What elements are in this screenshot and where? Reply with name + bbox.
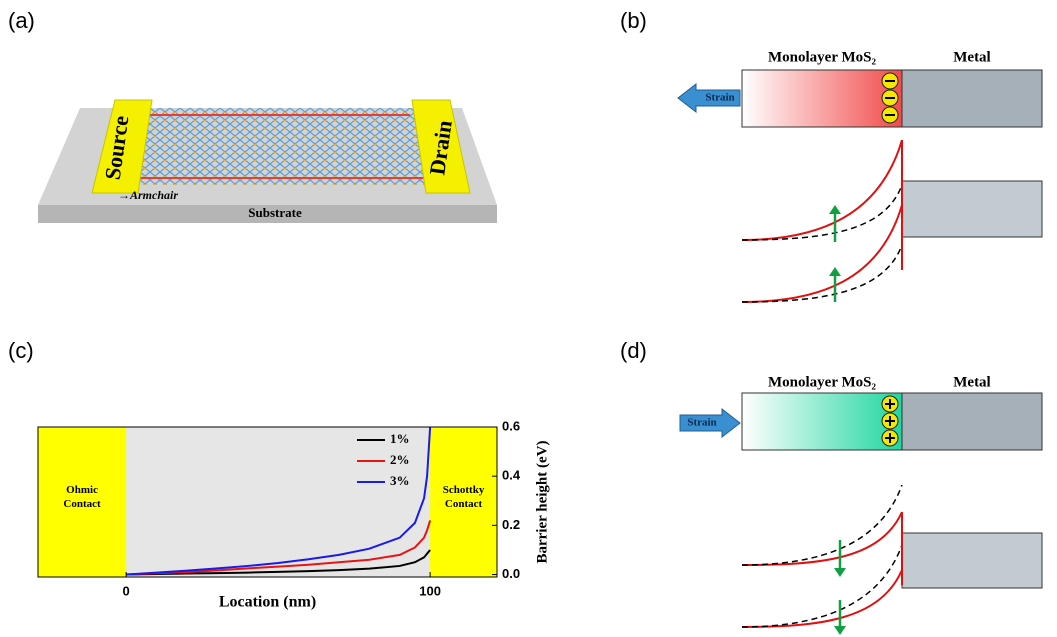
direction-text: Armchair [129,188,178,202]
panel-label: (c) [8,338,34,363]
semiconductor-label: Monolayer MoS₂ [768,49,876,65]
panel-label: (d) [620,338,647,363]
band-diagram: Monolayer MoS₂ Metal Strain [678,49,1042,302]
direction-label: →Armchair [118,188,178,202]
device-schematic: Source Drain →Armchair Substrate [38,100,497,223]
strain-label: Strain [687,417,716,429]
panel-label: (a) [8,8,35,33]
substrate-label: Substrate [248,205,302,220]
y-tick-label: 0.4 [502,468,521,483]
y-axis-label: Barrier height (eV) [534,440,550,563]
y-tick-label: 0.6 [502,418,520,433]
x-tick-label: 0 [123,583,130,598]
figure: (a) (b) (c) (d) Source Drain →Armchair S… [0,0,1057,637]
metal-label: Metal [953,49,990,65]
legend-label: 1% [390,431,410,446]
x-axis-label: Location (nm) [219,594,316,611]
semiconductor-label: Monolayer MoS₂ [768,374,876,390]
band-diagram: Monolayer MoS₂ Metal Strain [680,374,1042,635]
panel-label: (b) [620,8,647,33]
y-tick-label: 0.0 [502,566,520,581]
strain-label: Strain [705,92,734,104]
metal-label: Metal [953,374,990,390]
y-tick-label: 0.2 [502,517,520,532]
x-tick-label: 100 [419,583,441,598]
legend-label: 2% [390,452,410,467]
legend-label: 3% [390,473,410,488]
